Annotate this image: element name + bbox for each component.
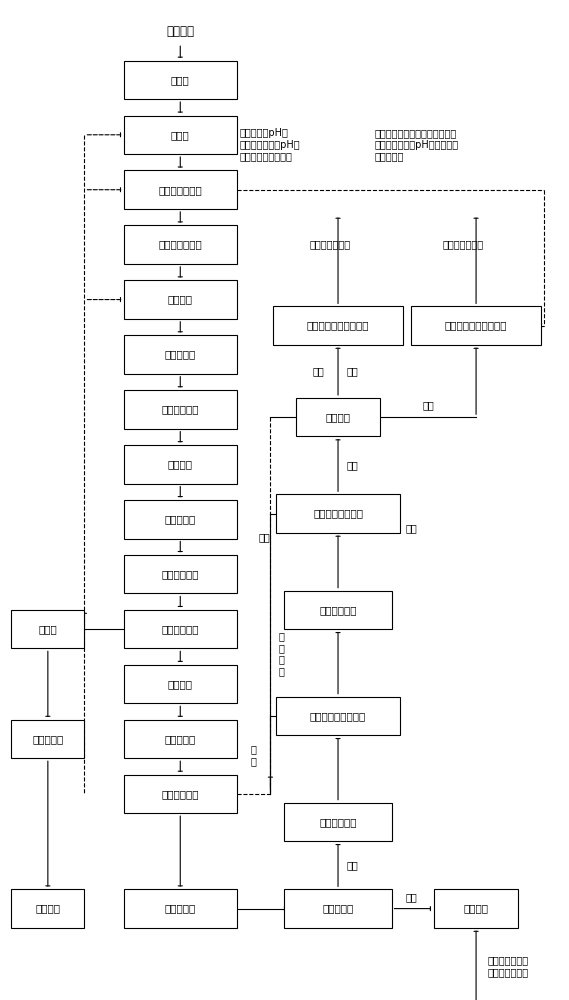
Text: 反渗透装置: 反渗透装置 [323,904,354,914]
Text: 用作循环冷却水
补水及工艺用水: 用作循环冷却水 补水及工艺用水 [487,956,529,977]
FancyBboxPatch shape [411,306,541,345]
Text: 产
水: 产 水 [250,744,256,766]
FancyBboxPatch shape [11,889,84,928]
FancyBboxPatch shape [11,610,84,648]
FancyBboxPatch shape [124,225,237,264]
FancyBboxPatch shape [124,335,237,374]
FancyBboxPatch shape [273,306,403,345]
FancyBboxPatch shape [276,697,400,735]
FancyBboxPatch shape [124,170,237,209]
FancyBboxPatch shape [434,889,518,928]
Text: 盐酸用于树脂再生和化学清洗；
氢氧化钠用于调pH、树脂再生
和化学清洗: 盐酸用于树脂再生和化学清洗； 氢氧化钠用于调pH、树脂再生 和化学清洗 [374,128,459,161]
FancyBboxPatch shape [276,494,400,533]
Text: 硫酸用于调pH；
氢氧化钠用于调pH、
树脂再生和化学清洗: 硫酸用于调pH； 氢氧化钠用于调pH、 树脂再生和化学清洗 [240,128,300,161]
Text: 超滤装置: 超滤装置 [168,679,193,689]
Text: 生化处理: 生化处理 [168,295,193,305]
FancyBboxPatch shape [124,500,237,539]
FancyBboxPatch shape [124,665,237,703]
Text: 浓水: 浓水 [347,860,358,870]
Text: 结晶除氯反应器: 结晶除氯反应器 [158,185,202,195]
Text: 生化出水池: 生化出水池 [164,350,196,360]
Text: 综合废水调节池: 综合废水调节池 [158,240,202,250]
FancyBboxPatch shape [284,591,391,629]
FancyBboxPatch shape [124,610,237,648]
FancyBboxPatch shape [124,555,237,593]
Text: 高级氧化单元: 高级氧化单元 [162,404,199,414]
FancyBboxPatch shape [124,390,237,429]
FancyBboxPatch shape [11,720,84,758]
Text: 软化出水池: 软化出水池 [164,904,196,914]
FancyBboxPatch shape [124,280,237,319]
Text: 纤维球过滤器: 纤维球过滤器 [319,605,357,615]
Text: 泥饼外运: 泥饼外运 [35,904,60,914]
Text: 隔油池: 隔油池 [171,75,189,85]
Text: 第二双极膜电渗析装置: 第二双极膜电渗析装置 [307,321,369,331]
Text: 浓水: 浓水 [347,366,358,376]
Text: 硫酸和氢氧化钠: 硫酸和氢氧化钠 [310,239,351,249]
FancyBboxPatch shape [124,720,237,758]
Text: 浓水: 浓水 [347,460,358,470]
Text: 再
生
废
液: 再 生 废 液 [279,631,284,676]
Text: 盐酸和氢氧化钠: 盐酸和氢氧化钠 [442,239,484,249]
Text: 锰砂滤池: 锰砂滤池 [168,459,193,469]
Text: 靶向催化氧化反应器: 靶向催化氧化反应器 [310,711,366,721]
FancyBboxPatch shape [284,803,391,841]
Text: 浓水: 浓水 [312,366,324,376]
Text: 超滤出水池: 超滤出水池 [164,734,196,744]
Text: 树脂软化装置: 树脂软化装置 [162,789,199,799]
FancyBboxPatch shape [124,116,237,154]
Text: 回用水池: 回用水池 [464,904,489,914]
Text: 浓水: 浓水 [259,533,270,543]
Text: 多介质过滤器: 多介质过滤器 [162,569,199,579]
Text: 污泥脱水机: 污泥脱水机 [32,734,64,744]
Text: 纳滤装置: 纳滤装置 [325,412,351,422]
Text: 气浮池: 气浮池 [171,130,189,140]
FancyBboxPatch shape [124,61,237,99]
FancyBboxPatch shape [124,445,237,484]
Text: 第一双极膜电渗析装置: 第一双极膜电渗析装置 [445,321,508,331]
Text: 锰砂出水池: 锰砂出水池 [164,514,196,524]
FancyBboxPatch shape [124,889,237,928]
FancyBboxPatch shape [124,775,237,813]
Text: 污泥池: 污泥池 [39,624,57,634]
Text: 产水: 产水 [422,401,434,411]
Text: 反渗透浓水池: 反渗透浓水池 [319,817,357,827]
FancyBboxPatch shape [296,398,380,436]
Text: 产水: 产水 [405,892,417,902]
Text: 工业废水: 工业废水 [166,25,194,38]
Text: 浓水: 浓水 [406,523,418,533]
Text: 浓缩型电渗析装置: 浓缩型电渗析装置 [313,509,363,519]
Text: 多介质出水池: 多介质出水池 [162,624,199,634]
FancyBboxPatch shape [284,889,391,928]
